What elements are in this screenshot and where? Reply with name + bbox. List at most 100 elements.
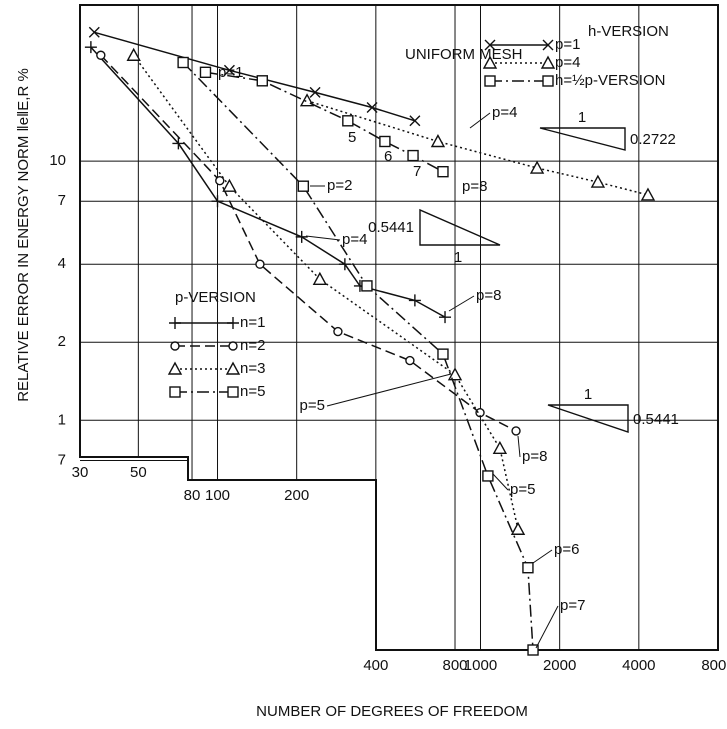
legend-label: p=4 [555, 54, 580, 71]
marker [590, 174, 606, 188]
marker [361, 280, 373, 292]
marker [510, 521, 526, 535]
annotation: p=4 [342, 231, 367, 248]
leader [517, 435, 521, 458]
marker [256, 75, 268, 87]
annotation: p=8 [462, 178, 487, 195]
marker [228, 341, 238, 351]
marker [447, 367, 463, 381]
marker [222, 178, 237, 192]
marker [199, 66, 212, 79]
marker [169, 386, 181, 398]
legend-label: p=1 [555, 36, 580, 53]
marker [297, 180, 310, 192]
legend-label: h=½p-VERSION [555, 72, 665, 89]
y-tick-label: 2 [58, 333, 66, 350]
marker [215, 176, 225, 186]
marker [409, 115, 421, 127]
slope-triangle [539, 127, 626, 151]
marker [437, 165, 449, 178]
marker [511, 426, 521, 436]
x-tick-label: 400 [363, 657, 388, 674]
marker [439, 311, 452, 324]
y-tick-label: 1 [58, 411, 66, 428]
marker [177, 56, 189, 69]
y-tick-label: 7 [58, 451, 66, 468]
y-tick-label: 10 [49, 152, 66, 169]
slope-rise: 0.5441 [368, 219, 414, 236]
y-axis-label: RELATIVE ERROR IN ENERGY NORM ‖e‖E,R % [15, 68, 32, 402]
marker [88, 26, 100, 38]
marker [484, 75, 496, 87]
series-line [306, 99, 649, 196]
legend-label: n=3 [240, 360, 265, 377]
leader [448, 295, 475, 312]
annotation: UNIFORM MESH [405, 46, 523, 63]
leader [492, 473, 509, 491]
y-tick-label: 4 [58, 255, 66, 272]
legend-title: p-VERSION [175, 289, 256, 306]
x-tick-label: 1000 [464, 657, 497, 674]
marker [379, 135, 391, 148]
marker [342, 115, 354, 127]
marker [126, 47, 141, 61]
x-tick-label: 2000 [543, 657, 576, 674]
annotation: 5 [348, 129, 356, 146]
x-tick-label: 100 [205, 487, 230, 504]
marker [482, 470, 494, 482]
marker [227, 386, 239, 398]
annotation: p=1 [218, 64, 243, 81]
marker [333, 326, 343, 337]
annotation: p=8 [476, 287, 501, 304]
marker [522, 562, 534, 574]
x-tick-label: 80 [184, 487, 201, 504]
marker [169, 317, 181, 329]
leader [469, 112, 491, 129]
marker [492, 440, 508, 454]
marker [408, 294, 421, 307]
slope-triangle [419, 208, 501, 246]
leader [305, 235, 341, 241]
annotation: p=8 [522, 448, 547, 465]
annotation: p=7 [560, 597, 585, 614]
marker [338, 258, 351, 271]
marker [167, 361, 183, 375]
marker [484, 39, 496, 51]
x-tick-label: 800 [442, 657, 467, 674]
slope-run: 1 [578, 109, 586, 126]
annotation: p=6 [554, 541, 579, 558]
y-tick-label: 7 [58, 192, 66, 209]
slope-triangle [547, 404, 629, 433]
legend-title: h-VERSION [588, 23, 669, 40]
x-tick-label: 30 [72, 464, 89, 481]
annotation: p=5 [300, 397, 325, 414]
marker [211, 195, 224, 208]
marker [527, 644, 539, 656]
series-line [133, 54, 519, 530]
marker [437, 348, 449, 360]
leader [532, 549, 553, 564]
marker [223, 64, 235, 76]
x-tick-label: 200 [284, 487, 309, 504]
marker [227, 317, 239, 329]
leader [326, 373, 452, 407]
marker [542, 39, 554, 51]
marker [430, 134, 446, 148]
marker [529, 160, 545, 174]
marker [255, 259, 265, 269]
marker [84, 41, 97, 54]
annotation: p=4 [492, 104, 517, 121]
marker [309, 86, 321, 98]
marker [542, 75, 554, 87]
slope-run: 1 [454, 249, 462, 266]
marker [170, 341, 180, 351]
marker [172, 137, 185, 150]
marker [225, 361, 241, 375]
annotation: 7 [413, 163, 421, 180]
marker [407, 149, 419, 162]
legend-label: n=5 [240, 383, 265, 400]
series-line [94, 31, 416, 122]
x-tick-label: 4000 [622, 657, 655, 674]
slope-rise: 0.5441 [633, 411, 679, 428]
